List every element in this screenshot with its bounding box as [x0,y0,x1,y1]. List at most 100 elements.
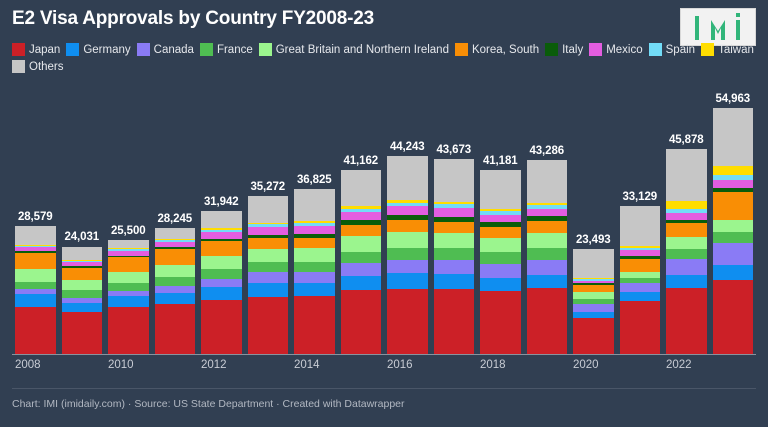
bar-segment[interactable] [619,248,660,250]
bar-segment[interactable] [619,249,660,257]
bar-segment[interactable] [619,256,660,259]
bar-segment[interactable] [340,169,381,207]
bar-segment[interactable] [712,219,753,232]
bar-segment[interactable] [340,208,381,212]
bar-column[interactable]: 36,825 [294,86,335,354]
bar-column[interactable]: 54,963 [712,86,753,354]
bar-segment[interactable] [15,294,56,308]
bar-segment[interactable] [15,226,56,245]
bar-segment[interactable] [294,262,335,272]
bar-column[interactable]: 28,579 [15,86,56,354]
bar-segment[interactable] [201,278,242,287]
bar-segment[interactable] [480,237,521,252]
bar-segment[interactable] [666,223,707,238]
bar-segment[interactable] [712,179,753,188]
bar-segment[interactable] [294,282,335,297]
bar-segment[interactable] [108,282,149,291]
bar-segment[interactable] [247,282,288,297]
bar-segment[interactable] [573,292,614,299]
bar-segment[interactable] [61,312,102,354]
bar-segment[interactable] [387,200,428,203]
bar-column[interactable]: 28,245 [154,86,195,354]
bar-segment[interactable] [340,236,381,252]
bar-segment[interactable] [619,300,660,354]
bar-segment[interactable] [480,251,521,264]
bar-segment[interactable] [108,248,149,250]
bar-segment[interactable] [15,253,56,269]
bar-segment[interactable] [619,258,660,273]
bar-segment[interactable] [154,241,195,248]
bar-segment[interactable] [573,298,614,305]
legend-item[interactable]: Germany [66,42,131,57]
legend-item[interactable]: Japan [12,42,60,57]
bar-segment[interactable] [573,279,614,281]
bar-segment[interactable] [480,214,521,223]
bar-segment[interactable] [201,256,242,269]
bar-segment[interactable] [480,226,521,238]
bar-segment[interactable] [480,278,521,292]
bar-segment[interactable] [526,216,567,222]
bar-column[interactable]: 41,181 [480,86,521,354]
bar-segment[interactable] [154,264,195,277]
legend-item[interactable]: Spain [648,42,695,57]
legend-item[interactable]: Canada [136,42,194,57]
bar-segment[interactable] [573,318,614,354]
bar-segment[interactable] [201,241,242,257]
bar-segment[interactable] [340,224,381,237]
bar-segment[interactable] [666,249,707,260]
bar-segment[interactable] [526,233,567,248]
bar-segment[interactable] [573,304,614,312]
legend-item[interactable]: Korea, South [454,42,539,57]
bar-segment[interactable] [526,205,567,209]
bar-segment[interactable] [666,287,707,354]
bar-column[interactable]: 23,493 [573,86,614,354]
bar-segment[interactable] [573,285,614,293]
bar-segment[interactable] [15,251,56,254]
bar-segment[interactable] [15,307,56,354]
bar-segment[interactable] [154,285,195,293]
bar-segment[interactable] [154,247,195,250]
bar-segment[interactable] [433,247,474,261]
bar-segment[interactable] [294,233,335,238]
bar-segment[interactable] [573,311,614,319]
bar-segment[interactable] [108,295,149,308]
bar-segment[interactable] [294,220,335,223]
bar-segment[interactable] [433,288,474,354]
bar-segment[interactable] [294,225,335,234]
bar-segment[interactable] [247,196,288,223]
bar-segment[interactable] [154,239,195,242]
bar-segment[interactable] [61,268,102,280]
bar-segment[interactable] [108,250,149,256]
bar-segment[interactable] [61,266,102,269]
bar-segment[interactable] [340,290,381,354]
bar-segment[interactable] [666,237,707,250]
bar-segment[interactable] [15,268,56,282]
bar-segment[interactable] [387,273,428,289]
bar-segment[interactable] [154,292,195,304]
bar-segment[interactable] [712,279,753,354]
bar-segment[interactable] [15,288,56,295]
bar-segment[interactable] [294,189,335,221]
legend-item[interactable]: Taiwan [701,42,754,57]
legend-item[interactable]: Others [12,59,64,74]
bar-segment[interactable] [573,280,614,283]
bar-segment[interactable] [201,238,242,242]
bar-segment[interactable] [433,158,474,202]
bar-segment[interactable] [480,208,521,212]
bar-segment[interactable] [108,239,149,249]
bar-segment[interactable] [619,246,660,248]
bar-segment[interactable] [108,290,149,296]
bar-segment[interactable] [666,200,707,210]
legend-item[interactable]: France [199,42,253,57]
bar-segment[interactable] [573,249,614,279]
bar-segment[interactable] [61,246,102,261]
bar-column[interactable]: 24,031 [61,86,102,354]
bar-segment[interactable] [526,221,567,234]
bar-segment[interactable] [247,248,288,263]
bar-segment[interactable] [154,227,195,239]
bar-segment[interactable] [247,222,288,225]
bar-segment[interactable] [480,222,521,227]
bar-segment[interactable] [619,205,660,246]
bar-segment[interactable] [247,234,288,239]
bar-segment[interactable] [108,307,149,354]
